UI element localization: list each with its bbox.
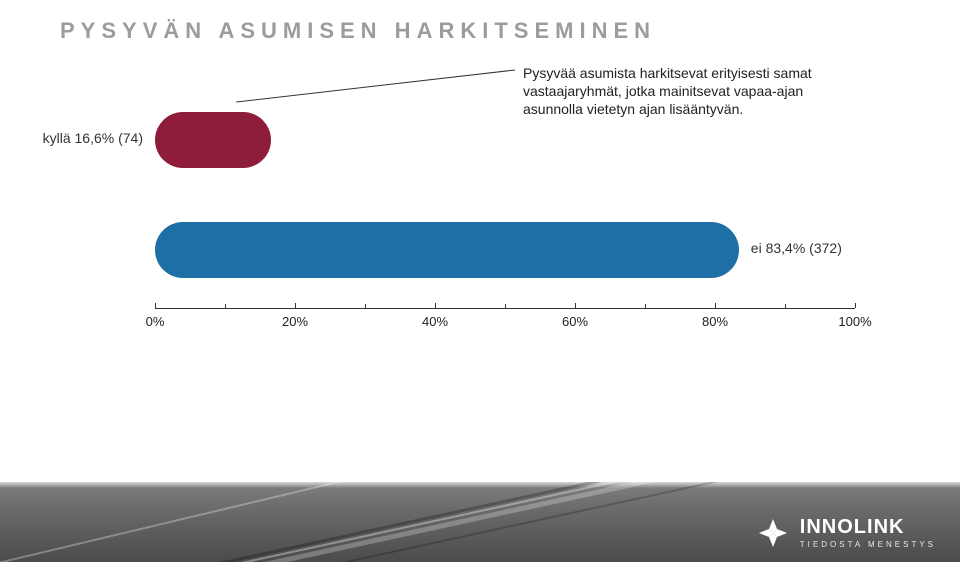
axis-tick [225, 304, 226, 308]
axis-tick [645, 304, 646, 308]
page-title: PYSYVÄN ASUMISEN HARKITSEMINEN [60, 18, 920, 44]
brand-block: INNOLINK TIEDOSTA MENESTYS [756, 516, 936, 550]
footer-highlight [0, 482, 960, 488]
axis-line [155, 308, 855, 309]
bar-chart: kyllä 16,6% (74) ei 83,4% (372) Pysyvää … [155, 60, 855, 340]
brand-text: INNOLINK TIEDOSTA MENESTYS [800, 517, 936, 549]
axis-tick [435, 303, 436, 308]
axis-tick [785, 304, 786, 308]
axis-label: 0% [146, 314, 165, 329]
x-axis: 0%20%40%60%80%100% [155, 308, 855, 338]
page: { "title": "PYSYVÄN ASUMISEN HARKITSEMIN… [0, 0, 960, 562]
axis-label: 80% [702, 314, 728, 329]
footer-bar: INNOLINK TIEDOSTA MENESTYS [0, 482, 960, 562]
axis-tick [715, 303, 716, 308]
brand-logo-icon [756, 516, 790, 550]
axis-label: 40% [422, 314, 448, 329]
axis-tick [575, 303, 576, 308]
callout-text: Pysyvää asumista harkitsevat erityisesti… [523, 64, 823, 119]
brand-tagline: TIEDOSTA MENESTYS [800, 541, 936, 549]
axis-tick [155, 303, 156, 308]
bar-label-kylla: kyllä 16,6% (74) [3, 130, 143, 146]
axis-tick [505, 304, 506, 308]
axis-label: 20% [282, 314, 308, 329]
axis-tick [855, 303, 856, 308]
axis-label: 60% [562, 314, 588, 329]
axis-label: 100% [838, 314, 871, 329]
axis-tick [295, 303, 296, 308]
brand-name: INNOLINK [800, 517, 936, 537]
axis-tick [365, 304, 366, 308]
